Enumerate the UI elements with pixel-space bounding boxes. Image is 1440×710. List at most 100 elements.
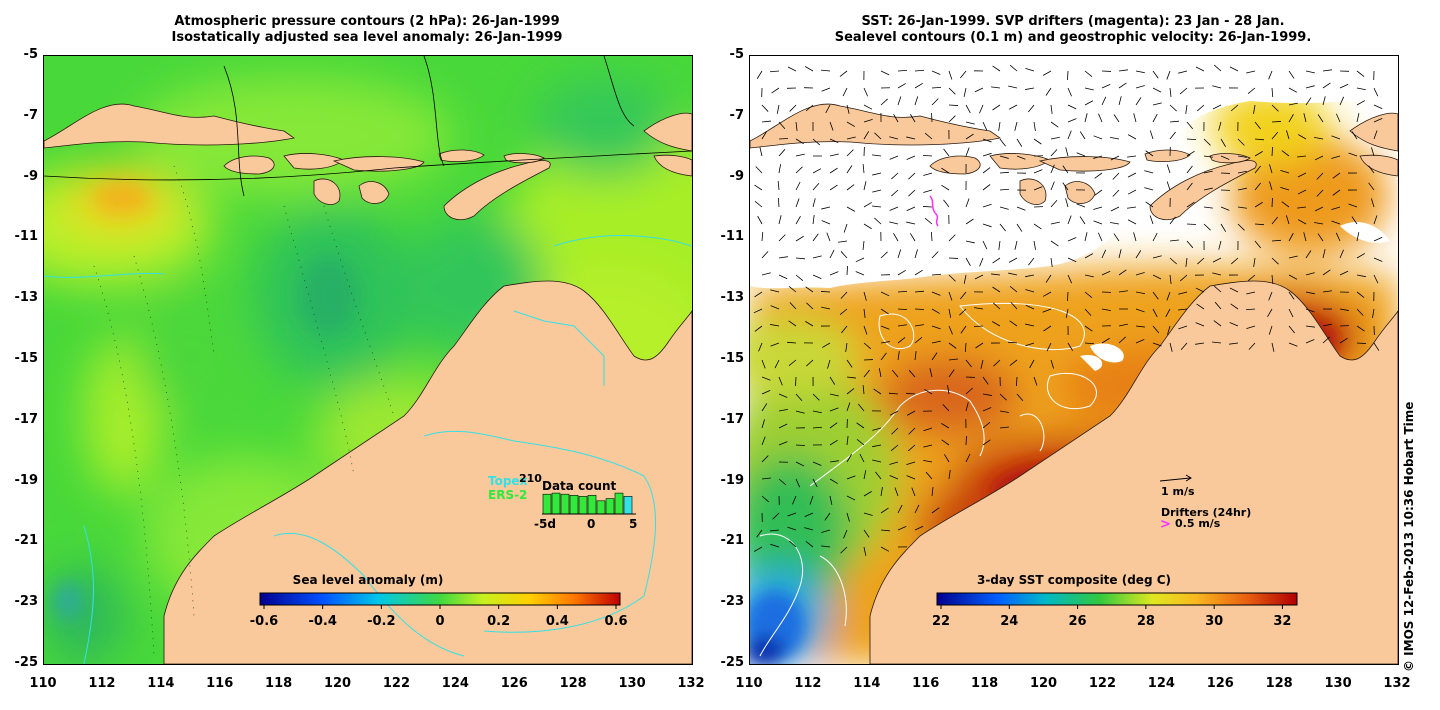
velocity-vector bbox=[941, 184, 950, 191]
velocity-vector bbox=[963, 274, 967, 284]
velocity-vector bbox=[914, 82, 923, 89]
velocity-vector bbox=[1303, 113, 1307, 123]
inset-tick-5: 5 bbox=[629, 517, 637, 531]
velocity-vector bbox=[982, 223, 992, 228]
velocity-vector bbox=[880, 352, 887, 361]
sst-map: 1 m/s Drifters (24hr) > 0.5 m/s 3-day SS… bbox=[749, 55, 1399, 665]
velocity-vector bbox=[770, 342, 780, 347]
velocity-vector bbox=[841, 325, 848, 334]
vector-legend: 1 m/s Drifters (24hr) > 0.5 m/s bbox=[1159, 474, 1251, 532]
velocity-vector bbox=[846, 184, 855, 191]
velocity-vector bbox=[1213, 64, 1222, 72]
velocity-vector bbox=[1322, 336, 1330, 344]
velocity-vector bbox=[948, 291, 953, 301]
velocity-vector bbox=[1076, 203, 1086, 208]
velocity-vector bbox=[1135, 291, 1145, 295]
velocity-vector bbox=[829, 495, 833, 505]
velocity-vector bbox=[829, 422, 838, 429]
velocity-vector bbox=[761, 131, 768, 140]
velocity-vector bbox=[1101, 270, 1111, 276]
velocity-vector bbox=[1084, 274, 1094, 278]
velocity-vector bbox=[770, 289, 780, 293]
velocity-vector bbox=[914, 290, 924, 293]
velocity-vector bbox=[1067, 87, 1072, 97]
velocity-vector bbox=[1025, 274, 1035, 278]
velocity-vector bbox=[1212, 341, 1222, 344]
velocity-vector bbox=[897, 290, 908, 293]
velocity-vector bbox=[1203, 138, 1211, 146]
velocity-vector bbox=[826, 232, 831, 242]
velocity-vector bbox=[880, 487, 883, 497]
right-x-tick: 110 bbox=[735, 676, 763, 691]
velocity-vector bbox=[1229, 322, 1239, 327]
velocity-vector bbox=[1288, 325, 1295, 334]
velocity-vector bbox=[924, 217, 933, 225]
velocity-vector bbox=[1135, 325, 1145, 328]
velocity-vector bbox=[1213, 285, 1222, 293]
velocity-vector bbox=[1195, 66, 1205, 72]
velocity-vector bbox=[1237, 206, 1247, 209]
velocity-vector bbox=[761, 455, 769, 463]
velocity-vector bbox=[1212, 257, 1222, 263]
velocity-vector bbox=[777, 197, 780, 208]
velocity-vector bbox=[755, 166, 763, 174]
velocity-vector bbox=[1186, 121, 1194, 130]
velocity-vector bbox=[999, 426, 1009, 429]
velocity-vector bbox=[998, 121, 1001, 131]
velocity-vector bbox=[1127, 134, 1137, 140]
velocity-vector bbox=[1169, 342, 1173, 352]
velocity-vector bbox=[948, 87, 956, 95]
velocity-vector bbox=[1212, 85, 1222, 89]
velocity-vector bbox=[963, 87, 967, 97]
velocity-vector bbox=[1305, 250, 1312, 259]
velocity-vector bbox=[1268, 325, 1273, 335]
velocity-vector bbox=[965, 121, 975, 125]
velocity-vector bbox=[795, 410, 805, 414]
velocity-vector bbox=[1339, 83, 1349, 89]
velocity-vector bbox=[1339, 337, 1348, 344]
velocity-vector bbox=[778, 423, 788, 429]
velocity-vector bbox=[1101, 337, 1110, 344]
velocity-vector bbox=[1079, 131, 1086, 140]
velocity-vector bbox=[863, 87, 869, 97]
imos-credit: © IMOS 12-Feb-2013 10:36 Hobart Time bbox=[1402, 401, 1416, 672]
velocity-vector bbox=[979, 104, 984, 114]
velocity-vector bbox=[1028, 104, 1035, 113]
velocity-vector bbox=[778, 376, 783, 386]
data-count-bar bbox=[605, 498, 615, 515]
left-colorbar bbox=[259, 592, 621, 606]
velocity-vector bbox=[1373, 215, 1378, 225]
velocity-vector bbox=[1025, 87, 1035, 90]
velocity-vector bbox=[829, 460, 839, 463]
velocity-vector bbox=[1322, 82, 1331, 89]
velocity-vector bbox=[1043, 325, 1052, 332]
velocity-vector bbox=[1042, 308, 1052, 313]
data-count-inset: Topex ERS-2 210 Data count -5d 0 5 bbox=[488, 472, 637, 531]
velocity-vector bbox=[1167, 325, 1171, 335]
velocity-vector bbox=[880, 98, 888, 106]
velocity-vector bbox=[805, 541, 814, 548]
data-count-bar bbox=[614, 492, 624, 515]
velocity-vector bbox=[795, 181, 801, 191]
velocity-vector bbox=[908, 427, 916, 435]
velocity-vector bbox=[914, 525, 924, 531]
velocity-vector bbox=[948, 358, 958, 361]
velocity-vector bbox=[1280, 169, 1290, 174]
velocity-vector bbox=[1195, 342, 1205, 345]
velocity-vector bbox=[1145, 201, 1154, 208]
velocity-vector bbox=[1014, 240, 1018, 250]
velocity-vector bbox=[982, 152, 992, 157]
velocity-vector bbox=[1166, 70, 1171, 80]
velocity-vector bbox=[1050, 181, 1055, 191]
velocity-vector bbox=[1218, 240, 1222, 250]
velocity-vector bbox=[964, 342, 967, 353]
velocity-vector bbox=[812, 198, 816, 208]
velocity-vector bbox=[910, 114, 916, 123]
velocity-vector bbox=[999, 206, 1009, 210]
velocity-vector bbox=[1033, 169, 1043, 174]
velocity-vector bbox=[859, 453, 865, 463]
velocity-vector bbox=[1237, 187, 1247, 191]
velocity-vector bbox=[872, 205, 882, 208]
velocity-vector bbox=[1110, 222, 1120, 225]
velocity-vector bbox=[1218, 121, 1222, 131]
